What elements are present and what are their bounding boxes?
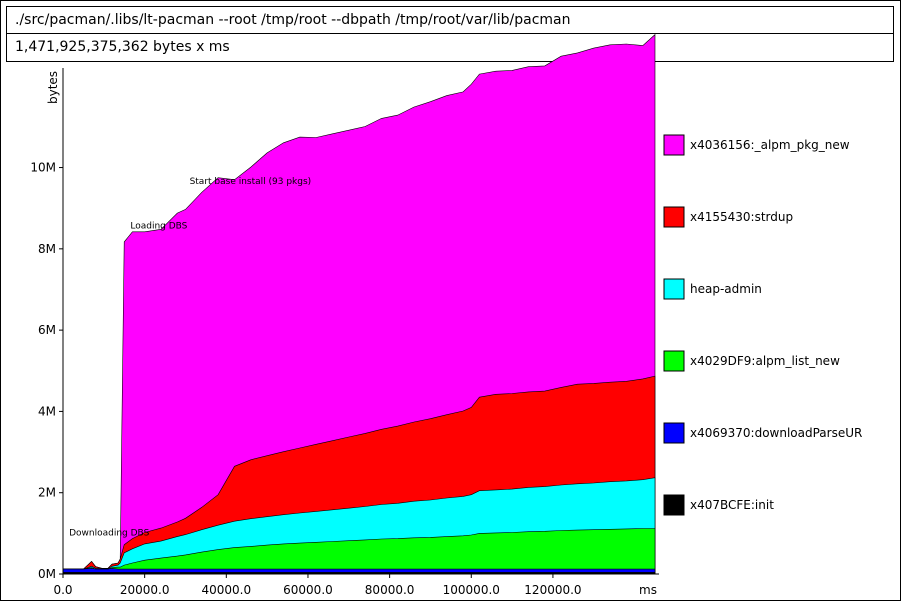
total-memory: 1,471,925,375,362 bytes x ms [15, 39, 230, 55]
legend-label: x4069370:downloadParseUR [690, 426, 862, 440]
command-line: ./src/pacman/.libs/lt-pacman --root /tmp… [7, 7, 893, 34]
y-tick-label: 10M [30, 161, 56, 175]
header-box: ./src/pacman/.libs/lt-pacman --root /tmp… [6, 6, 894, 62]
x-tick-label: 120000.0 [524, 583, 581, 597]
y-axis-label: bytes [46, 71, 60, 104]
legend-label: x407BCFE:init [690, 498, 774, 512]
y-tick-label: 0M [38, 567, 56, 581]
y-tick-label: 6M [38, 323, 56, 337]
legend-label: x4029DF9:alpm_list_new [690, 354, 840, 368]
legend-swatch [663, 206, 685, 228]
x-tick-label: 100000.0 [443, 583, 500, 597]
legend-label: x4155430:strdup [690, 210, 793, 224]
x-tick-label: 60000.0 [283, 583, 333, 597]
annotation-label: Start base install (93 pkgs) [190, 177, 312, 187]
legend-swatch [663, 494, 685, 516]
legend-label: heap-admin [690, 282, 762, 296]
x-tick-label: 80000.0 [365, 583, 415, 597]
legend-label: x4036156:_alpm_pkg_new [690, 138, 850, 152]
y-tick-label: 4M [38, 404, 56, 418]
annotation-label: Downloading DBS [69, 528, 149, 538]
legend-swatch [663, 278, 685, 300]
series-area [62, 528, 656, 575]
x-tick-label: 20000.0 [120, 583, 170, 597]
legend-swatch [663, 422, 685, 444]
legend-swatch [663, 350, 685, 372]
legend-swatch [663, 134, 685, 156]
x-tick-label: 0.0 [53, 583, 72, 597]
x-axis-label: ms [639, 583, 657, 597]
y-tick-label: 8M [38, 242, 56, 256]
annotation-label: Loading DBS [130, 222, 187, 232]
x-tick-label: 40000.0 [201, 583, 251, 597]
y-tick-label: 2M [38, 486, 56, 500]
